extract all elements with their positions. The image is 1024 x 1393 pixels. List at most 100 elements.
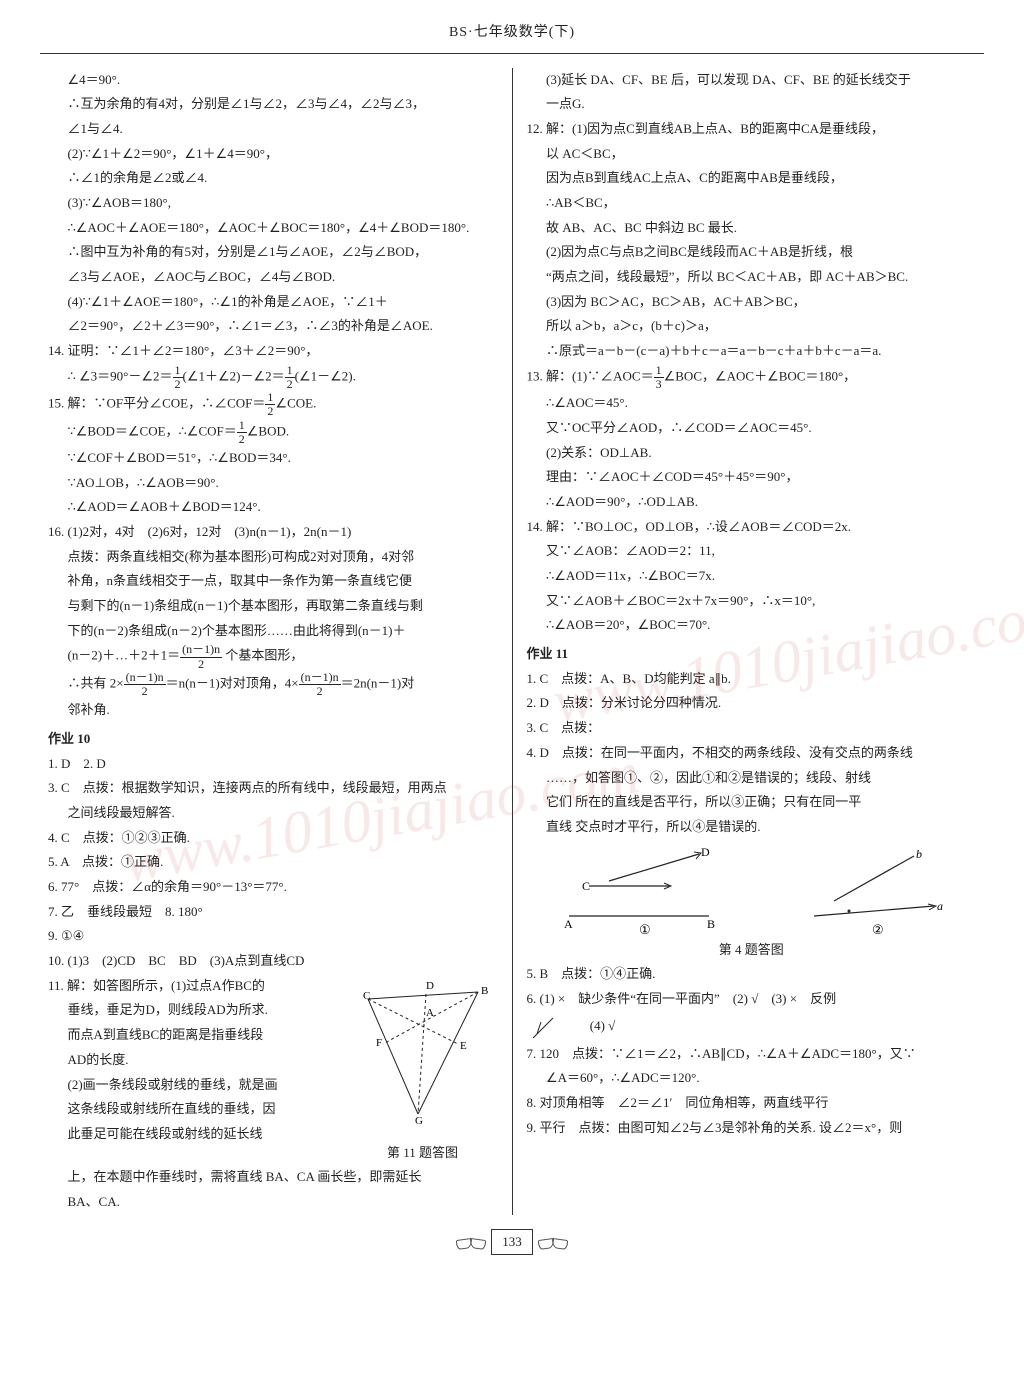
fraction: (n－1)n2 — [299, 671, 341, 698]
q13-line: ∴∠AOC＝45°. — [527, 391, 977, 416]
hw11b-line: 5. B 点拨：①④正确. — [527, 962, 977, 987]
q16-line: (n－2)＋…＋2＋1＝(n－1)n2 个基本图形， — [48, 643, 498, 670]
svg-text:a: a — [937, 899, 943, 913]
q14r-line: ∴∠AOB＝20°，∠BOC＝70°. — [527, 613, 977, 638]
fraction: (n－1)n2 — [124, 671, 166, 698]
q12-line: 所以 a＞b，a＞c，(b＋c)＞a， — [527, 314, 977, 339]
figure-4-caption: 第 4 题答图 — [527, 938, 977, 963]
q16-line: 与剩下的(n－1)条组成(n－1)个基本图形，再取第二条直线与剩 — [48, 594, 498, 619]
fraction: 13 — [654, 364, 664, 391]
fraction: 12 — [285, 364, 295, 391]
text-line: ∠3与∠AOE，∠AOC与∠BOC，∠4与∠BOD. — [48, 265, 498, 290]
page: www.1010jiajiao.com www.1010jiajiao.com … — [0, 0, 1024, 1285]
q13-line: 13. 解：(1)∵∠AOC＝13∠BOC，∠AOC＋∠BOC＝180°， — [527, 364, 977, 391]
columns: ∠4＝90°. ∴互为余角的有4对，分别是∠1与∠2，∠3与∠4，∠2与∠3， … — [40, 68, 984, 1215]
svg-text:A: A — [426, 1007, 434, 1019]
svg-text:D: D — [701, 846, 710, 859]
svg-text:A: A — [564, 917, 573, 931]
text-line: (3)延长 DA、CF、BE 后，可以发现 DA、CF、BE 的延长线交于 — [527, 68, 977, 93]
figure-11: C D B G A F E — [348, 974, 498, 1124]
hw10-line: 3. C 点拨：根据数学知识，连接两点的所有线中，线段最短，用两点 — [48, 776, 498, 801]
q14-head: 14. 证明：∵∠1＋∠2＝180°，∠3＋∠2＝90°， — [48, 339, 498, 364]
hw10-line: 1. D 2. D — [48, 752, 498, 777]
hw10-line: 4. C 点拨：①②③正确. — [48, 826, 498, 851]
text-line: (3)∵∠AOB＝180°, — [48, 191, 498, 216]
hw11-line: 它们 所在的直线是否平行，所以③正确；只有在同一平 — [527, 790, 977, 815]
text-line: ∴互为余角的有4对，分别是∠1与∠2，∠3与∠4，∠2与∠3， — [48, 92, 498, 117]
q12-line: 12. 解：(1)因为点C到直线AB上点A、B的距离中CA是垂线段， — [527, 117, 977, 142]
text-line: ∴∠AOC＋∠AOE＝180°，∠AOC＋∠BOC＝180°，∠4＋∠BOD＝1… — [48, 216, 498, 241]
q16-line: 点拨：两条直线相交(称为基本图形)可构成2对对顶角，4对邻 — [48, 545, 498, 570]
text-line: ∠4＝90°. — [48, 68, 498, 93]
hw10-q11: BA、CA. — [48, 1190, 498, 1215]
figure-6-sketch — [527, 1012, 561, 1042]
q14r-line: 又∵∠AOB：∠AOD＝2：11, — [527, 539, 977, 564]
q15-line: ∵AO⊥OB，∴∠AOB＝90°. — [48, 471, 498, 496]
svg-text:B: B — [707, 917, 715, 931]
q12-line: (3)因为 BC＞AC，BC＞AB，AC＋AB＞BC， — [527, 290, 977, 315]
figure-4-right: a b ② — [794, 846, 954, 936]
book-icon — [536, 1237, 570, 1249]
q16-line: ∴共有 2×(n－1)n2＝n(n－1)对对顶角，4×(n－1)n2＝2n(n－… — [48, 671, 498, 698]
hw10-line: 7. 乙 垂线段最短 8. 180° — [48, 900, 498, 925]
q12-line: ∴AB＜BC， — [527, 191, 977, 216]
fraction: (n－1)n2 — [180, 643, 222, 670]
text-line: (2)∵∠1＋∠2＝90°，∠1＋∠4＝90°， — [48, 142, 498, 167]
hw11-line: 2. D 点拨：分米讨论分四种情况. — [527, 691, 977, 716]
q14r-line: 14. 解：∵BO⊥OC，OD⊥OB，∴设∠AOB＝∠COD＝2x. — [527, 515, 977, 540]
fraction: 12 — [237, 419, 247, 446]
svg-text:①: ① — [639, 922, 651, 936]
homework-11-head: 作业 11 — [527, 642, 977, 667]
q12-line: 因为点B到直线AC上点A、C的距离中AB是垂线段， — [527, 166, 977, 191]
page-number-area: 133 — [40, 1229, 984, 1256]
page-header: BS·七年级数学(下) — [40, 20, 984, 54]
figure-4-row: A B C D ① a b ② — [527, 846, 977, 936]
q13-line: (2)关系：OD⊥AB. — [527, 441, 977, 466]
q12-line: ∴原式＝a－b－(c－a)＋b＋c－a＝a－b－c＋a＋b＋c－a＝a. — [527, 339, 977, 364]
q16-line: 补角，n条直线相交于一点，取其中一条作为第一条直线它便 — [48, 569, 498, 594]
hw11b-line: ∠A＝60°，∴∠ADC＝120°. — [527, 1066, 977, 1091]
q14r-line: 又∵∠AOB＋∠BOC＝2x＋7x＝90°，∴x＝10°, — [527, 589, 977, 614]
q12-line: 以 AC＜BC， — [527, 142, 977, 167]
svg-text:②: ② — [872, 922, 884, 936]
hw10-line: 5. A 点拨：①正确. — [48, 850, 498, 875]
fraction: 12 — [265, 391, 275, 418]
svg-text:B: B — [481, 985, 488, 997]
hw11b-line: 6. (1) × 缺少条件“在同一平面内” (2) √ (3) × 反例 — [527, 987, 977, 1012]
hw11-line: 3. C 点拨： — [527, 716, 977, 741]
hw10-line: 10. (1)3 (2)CD BC BD (3)A点到直线CD — [48, 949, 498, 974]
q13-line: 又∵OC平分∠AOD，∴∠COD＝∠AOC＝45°. — [527, 416, 977, 441]
hw11-line: 直线 交点时才平行，所以④是错误的. — [527, 815, 977, 840]
q13-line: ∴∠AOD＝90°，∴OD⊥AB. — [527, 490, 977, 515]
figure-11-caption: 第 11 题答图 — [348, 1141, 498, 1166]
text-line: ∠1与∠4. — [48, 117, 498, 142]
q15-line: 15. 解：∵OF平分∠COE，∴∠COF＝12∠COE. — [48, 391, 498, 418]
hw10-line: 9. ①④ — [48, 924, 498, 949]
hw11-line: ……，如答图①、②，因此①和②是错误的；线段、射线 — [527, 766, 977, 791]
svg-text:b: b — [916, 847, 922, 861]
svg-text:E: E — [460, 1040, 467, 1052]
text-line: (4)∵∠1＋∠AOE＝180°，∴∠1的补角是∠AOE，∵∠1＋ — [48, 290, 498, 315]
q16-line: 邻补角. — [48, 698, 498, 723]
hw11b-text: (4) √ — [564, 1018, 616, 1033]
svg-text:G: G — [415, 1115, 423, 1124]
q12-line: 故 AB、AC、BC 中斜边 BC 最长. — [527, 216, 977, 241]
hw11b-line: 7. 120 点拨：∵∠1＝∠2，∴AB∥CD，∴∠A＋∠ADC＝180°，又∵ — [527, 1042, 977, 1067]
q14-body: ∴ ∠3＝90°－∠2＝12(∠1＋∠2)－∠2＝12(∠1－∠2). — [48, 364, 498, 391]
text-line: ∴∠1的余角是∠2或∠4. — [48, 166, 498, 191]
q16-line: 16. (1)2对，4对 (2)6对，12对 (3)n(n－1)，2n(n－1) — [48, 520, 498, 545]
page-number: 133 — [491, 1229, 533, 1256]
svg-text:D: D — [426, 980, 434, 992]
book-icon — [454, 1237, 488, 1249]
hw11-line: 4. D 点拨：在同一平面内，不相交的两条线段、没有交点的两条线 — [527, 741, 977, 766]
right-column: (3)延长 DA、CF、BE 后，可以发现 DA、CF、BE 的延长线交于 一点… — [513, 68, 985, 1215]
hw11b-line: 8. 对顶角相等 ∠2＝∠1′ 同位角相等，两直线平行 — [527, 1091, 977, 1116]
hw10-line: 之间线段最短解答. — [48, 801, 498, 826]
q13-line: 理由：∵∠AOC＋∠COD＝45°＋45°＝90°， — [527, 465, 977, 490]
left-column: ∠4＝90°. ∴互为余角的有4对，分别是∠1与∠2，∠3与∠4，∠2与∠3， … — [40, 68, 513, 1215]
q15-line: ∵∠COF＋∠BOD＝51°，∴∠BOD＝34°. — [48, 446, 498, 471]
text-line: ∠2＝90°，∠2＋∠3＝90°，∴∠1＝∠3，∴∠3的补角是∠AOE. — [48, 314, 498, 339]
q16-line: 下的(n－2)条组成(n－2)个基本图形……由此将得到(n－1)＋ — [48, 619, 498, 644]
q12-line: (2)因为点C与点B之间BC是线段而AC＋AB是折线，根 — [527, 240, 977, 265]
svg-text:F: F — [376, 1037, 382, 1049]
